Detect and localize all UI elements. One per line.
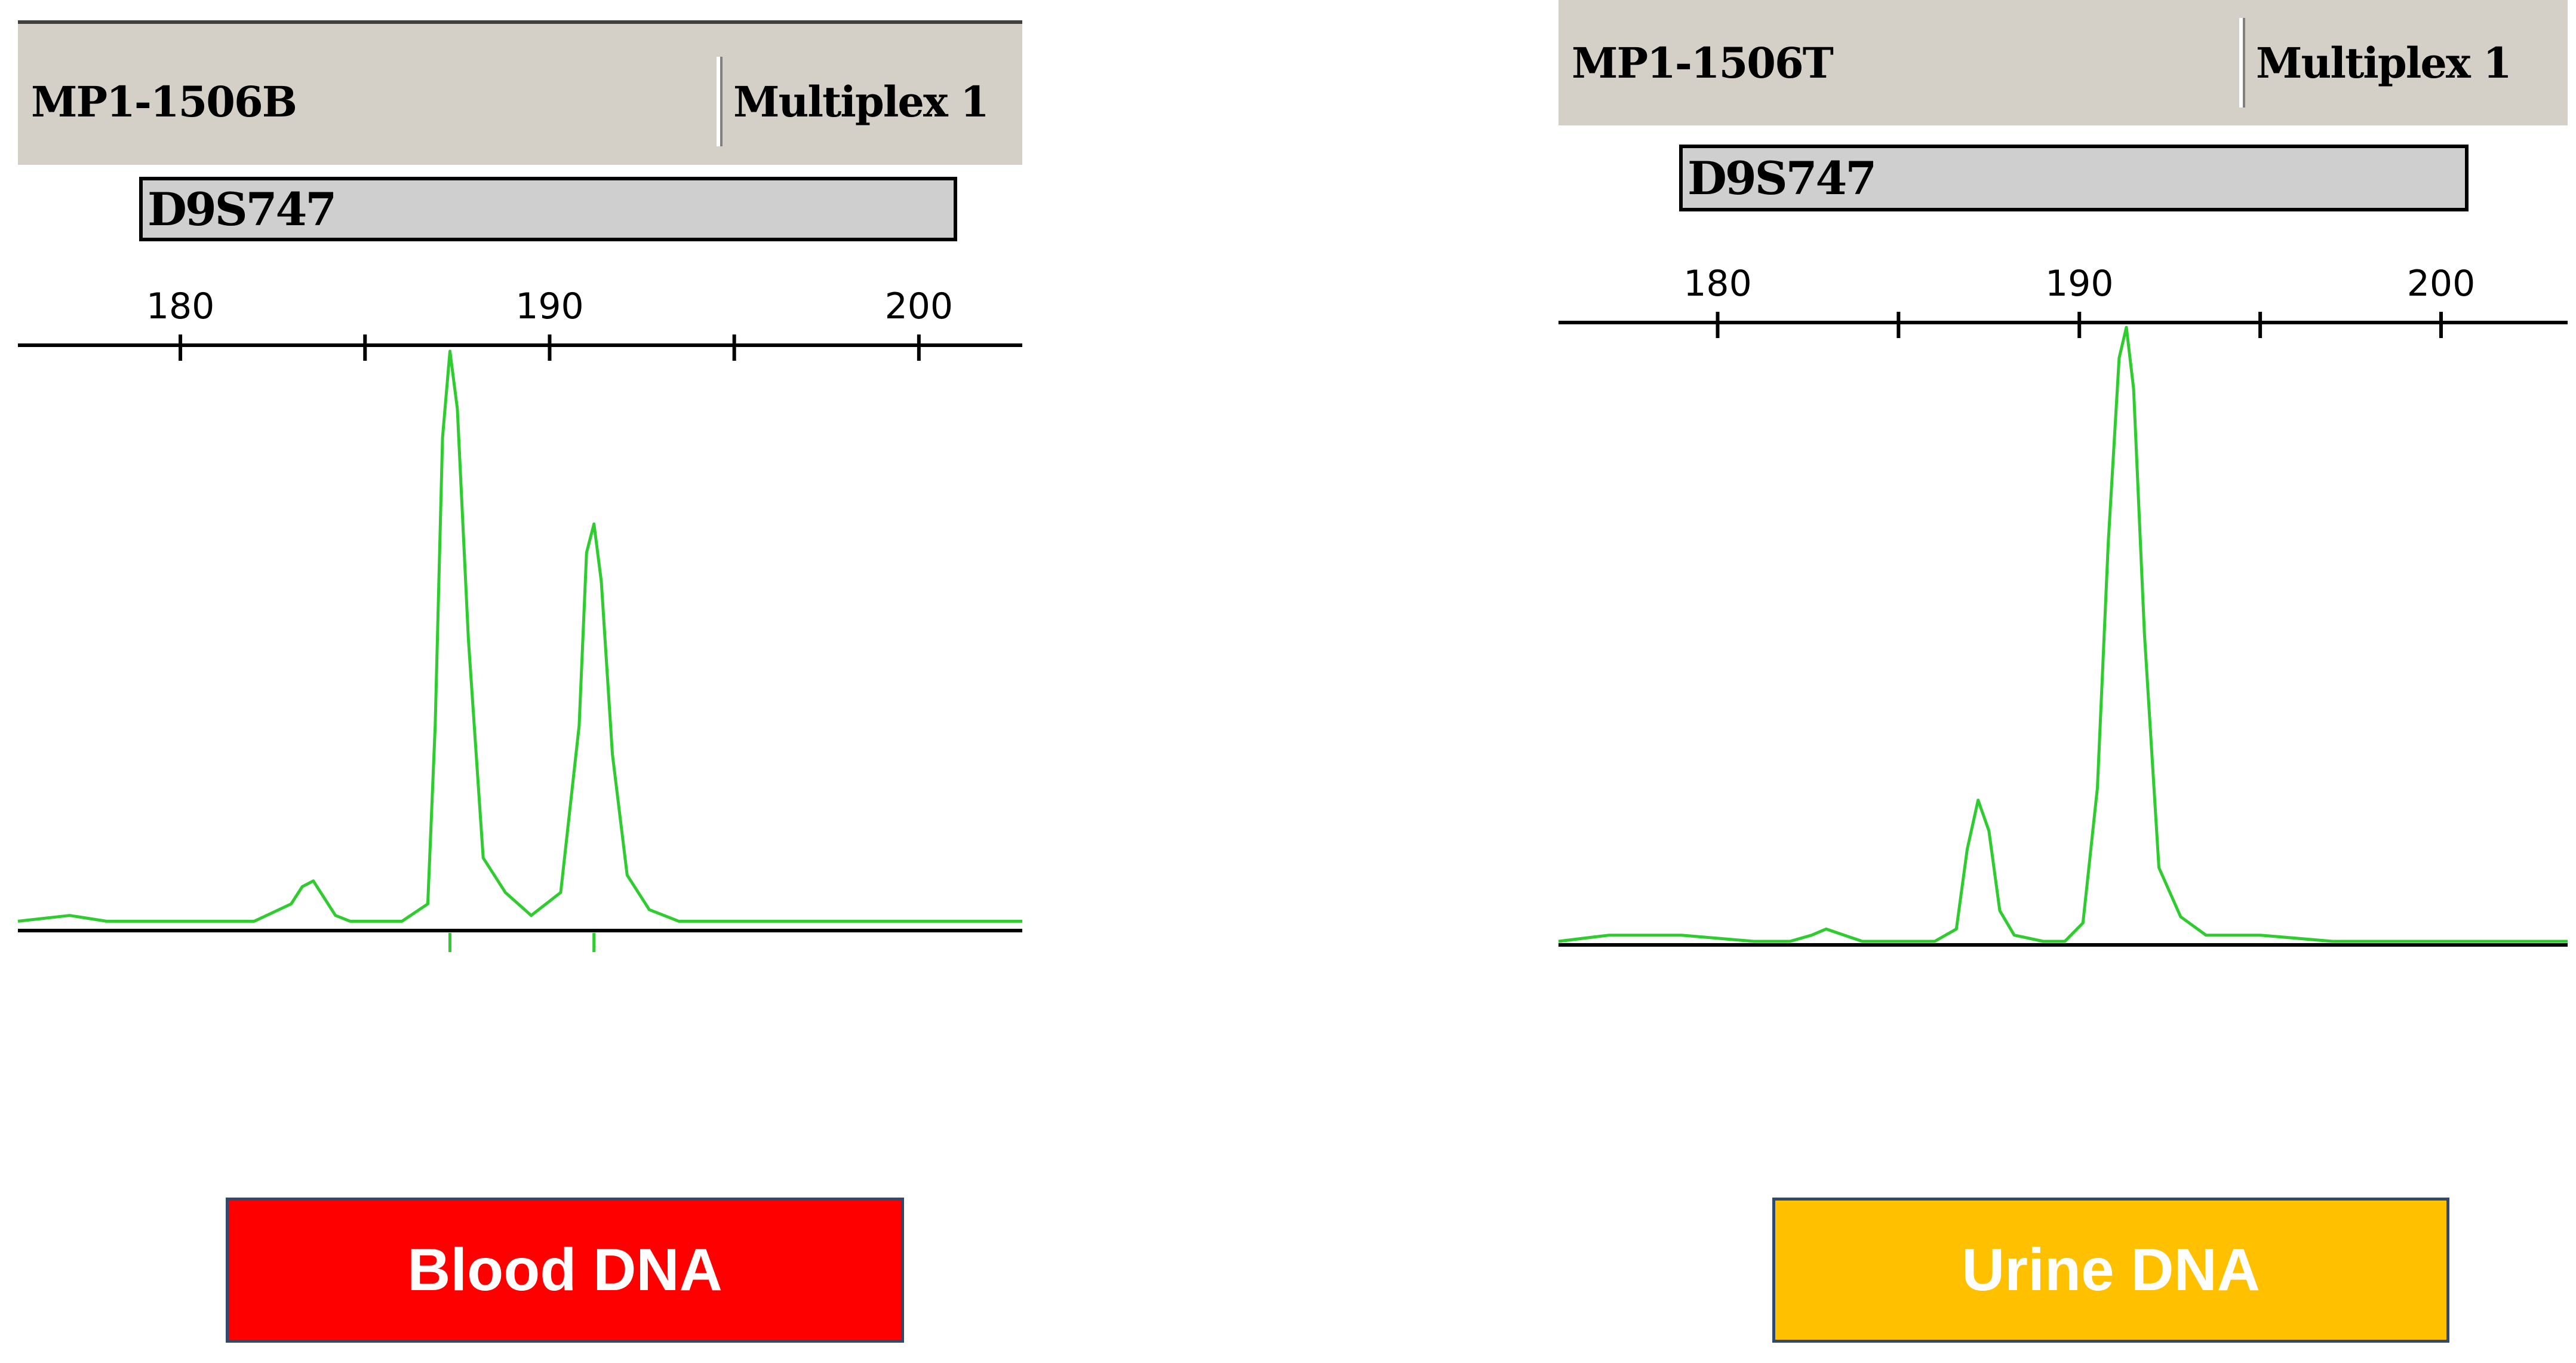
blood-dna-label: Blood DNA (226, 1198, 904, 1343)
right-header-cell: MP1-1506T (1558, 18, 2239, 108)
right-header-cell: Multiplex 1 (2239, 18, 2568, 108)
multiplex-label: Multiplex 1 (2256, 38, 2512, 88)
left-panel: MP1-1506B Multiplex 1 D9S747 180 190 200 B… (0, 0, 1027, 1343)
trace-line (1558, 326, 2568, 943)
x-tick-label: 180 (1683, 263, 1752, 305)
right-electropherogram: 180 190 200 (1558, 263, 2568, 947)
right-sample-header: MP1-1506T Multiplex 1 (1558, 0, 2568, 128)
right-marker-bar: D9S747 (1679, 145, 2469, 211)
left-electropherogram: 180 190 200 (17, 286, 1022, 952)
right-panel: MP1-1506T Multiplex 1 D9S747 180 190 200 U… (1553, 0, 2576, 1343)
x-tick-label: 180 (146, 286, 215, 327)
left-header-cell: Multiplex 1 (717, 57, 1022, 146)
x-tick-label: 200 (885, 286, 954, 327)
multiplex-label: Multiplex 1 (733, 76, 989, 127)
marker-name: D9S747 (1687, 151, 1877, 205)
x-tick-label: 190 (2045, 263, 2114, 305)
trace-line (17, 349, 1022, 923)
x-tick-label: 200 (2407, 263, 2476, 305)
caption-text: Urine DNA (1961, 1236, 2261, 1303)
left-marker-bar: D9S747 (139, 177, 957, 241)
x-tick-label: 190 (515, 286, 584, 327)
caption-text: Blood DNA (407, 1236, 723, 1303)
sample-name: MP1-1506B (31, 76, 297, 127)
urine-dna-label: Urine DNA (1772, 1198, 2449, 1343)
left-header-cell: MP1-1506B (18, 57, 717, 146)
marker-name: D9S747 (147, 182, 337, 236)
left-sample-header: MP1-1506B Multiplex 1 (18, 20, 1022, 167)
sample-name: MP1-1506T (1572, 38, 1834, 88)
